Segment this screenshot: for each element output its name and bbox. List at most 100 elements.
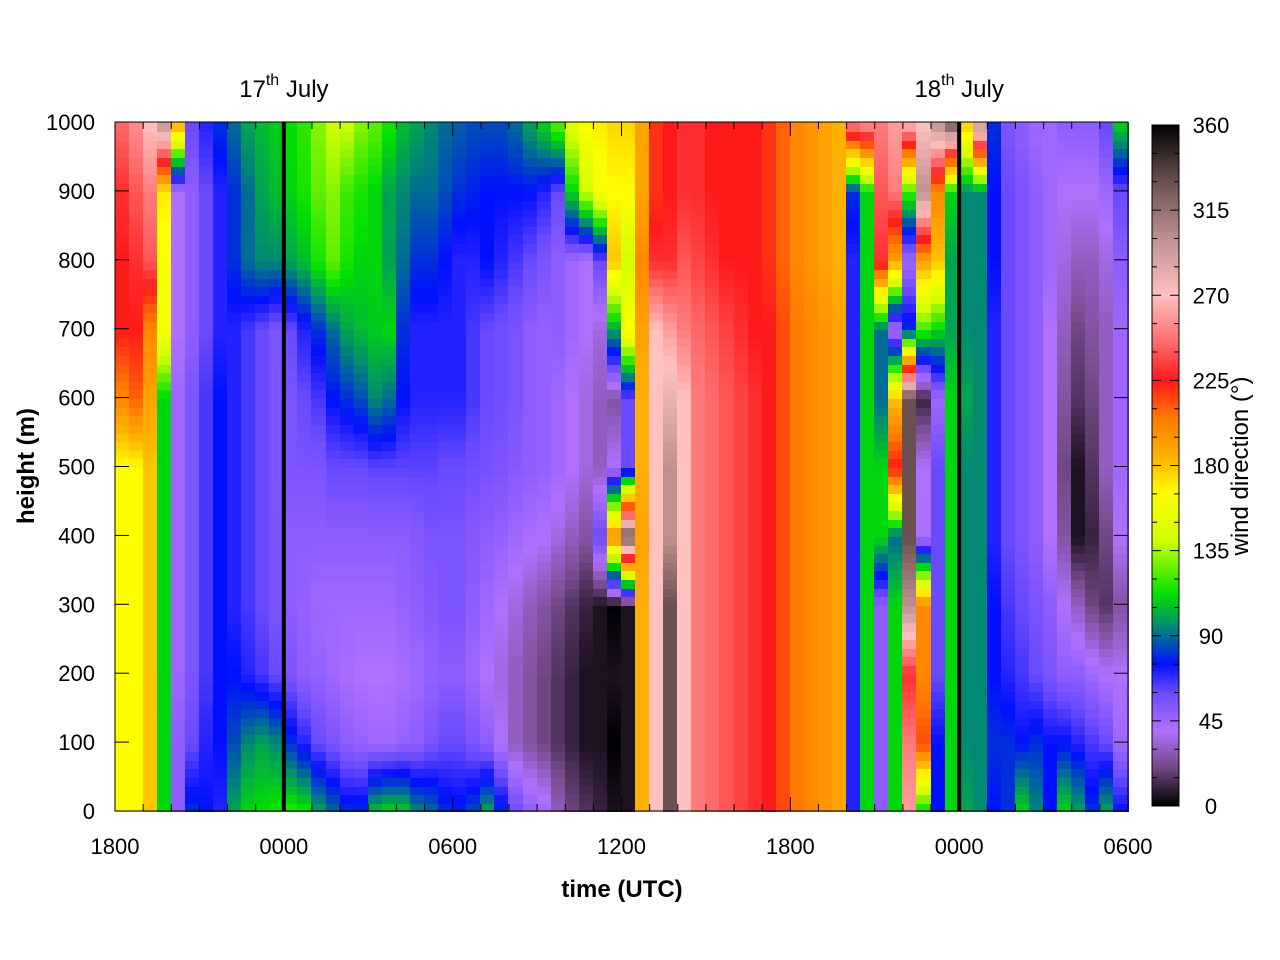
heatmap-cell [973,638,989,649]
heatmap-cell [832,268,848,279]
heatmap-cell [382,509,398,520]
heatmap-cell [452,707,468,718]
heatmap-cell [241,699,257,709]
heatmap-cell [396,595,412,606]
heatmap-cell [185,535,201,546]
heatmap-cell [241,587,257,597]
heatmap-cell [354,578,370,589]
heatmap-cell [916,259,933,270]
heatmap-cell [340,337,356,347]
heatmap-cell [579,500,595,511]
heatmap-cell [846,302,862,313]
heatmap-cell [621,569,637,580]
heatmap-cell [663,733,679,744]
heatmap-cell [157,130,173,141]
heatmap-cell [494,655,510,666]
heatmap-cell [551,216,567,227]
heatmap-cell [776,302,792,313]
heatmap-cell [368,699,384,709]
heatmap-cell [326,733,342,744]
heatmap-cell [691,466,707,477]
heatmap-cell [227,802,243,812]
heatmap-cell [311,483,328,494]
heatmap-cell [705,302,721,313]
heatmap-cell [551,242,567,253]
heatmap-cell [916,406,933,416]
heatmap-cell [466,354,482,365]
heatmap-cell [705,414,721,425]
heatmap-cell [185,397,201,408]
heatmap-cell [902,690,918,701]
heatmap-cell [663,673,679,683]
heatmap-cell [255,388,271,399]
heatmap-cell [790,630,806,640]
heatmap-cell [719,638,736,649]
heatmap-cell [311,492,328,502]
heatmap-cell [719,277,736,287]
heatmap-cell [832,802,848,812]
heatmap-cell [649,544,665,554]
heatmap-cell [565,233,581,244]
heatmap-cell [916,302,933,313]
heatmap-cell [480,544,496,554]
heatmap-cell [129,337,145,347]
heatmap-cell [945,716,961,726]
heatmap-cell [916,767,933,778]
heatmap-cell [340,587,356,597]
heatmap-cell [916,552,933,563]
heatmap-cell [973,621,989,632]
heatmap-cell [860,733,876,744]
heatmap-cell [649,182,665,192]
heatmap-cell [888,380,904,390]
heatmap-cell [663,182,679,192]
heatmap-cell [115,139,131,149]
heatmap-cell [185,767,201,778]
heatmap-cell [424,518,440,528]
heatmap-cell [171,647,187,657]
heatmap-cell [748,630,764,640]
heatmap-cell [410,724,426,735]
heatmap-cell [466,190,482,201]
heatmap-cell [649,345,665,356]
heatmap-cell [129,302,145,313]
heatmap-cell [846,724,862,735]
heatmap-cell [508,776,525,787]
heatmap-cell [508,466,525,477]
heatmap-cell [945,328,961,339]
heatmap-cell [354,190,370,201]
heatmap-cell [115,604,131,614]
heatmap-cell [579,569,595,580]
heatmap-cell [973,414,989,425]
heatmap-cell [607,294,623,304]
heatmap-cell [719,742,736,752]
heatmap-cell [494,406,510,416]
heatmap-cell [818,681,834,692]
heatmap-cell [607,681,623,692]
heatmap-cell [945,423,961,434]
heatmap-cell [790,621,806,632]
heatmap-cell [382,259,398,270]
heatmap-cell [804,182,820,192]
heatmap-cell [776,208,792,218]
heatmap-cell [888,673,904,683]
heatmap-cell [115,354,131,365]
heatmap-cell [354,328,370,339]
heatmap-cell [959,363,975,373]
heatmap-cell [185,156,201,167]
heatmap-cell [916,742,933,752]
heatmap-cell [326,182,342,192]
heatmap-cell [410,518,426,528]
heatmap-cell [255,535,271,546]
heatmap-cell [973,733,989,744]
heatmap-cell [551,388,567,399]
heatmap-cell [269,242,285,253]
heatmap-cell [846,475,862,485]
heatmap-cell [269,578,285,589]
heatmap-cell [663,414,679,425]
heatmap-cell [311,793,328,804]
heatmap-cell [790,328,806,339]
heatmap-cell [297,165,313,175]
heatmap-cell [382,457,398,468]
heatmap-cell [410,500,426,511]
heatmap-cell [663,173,679,184]
